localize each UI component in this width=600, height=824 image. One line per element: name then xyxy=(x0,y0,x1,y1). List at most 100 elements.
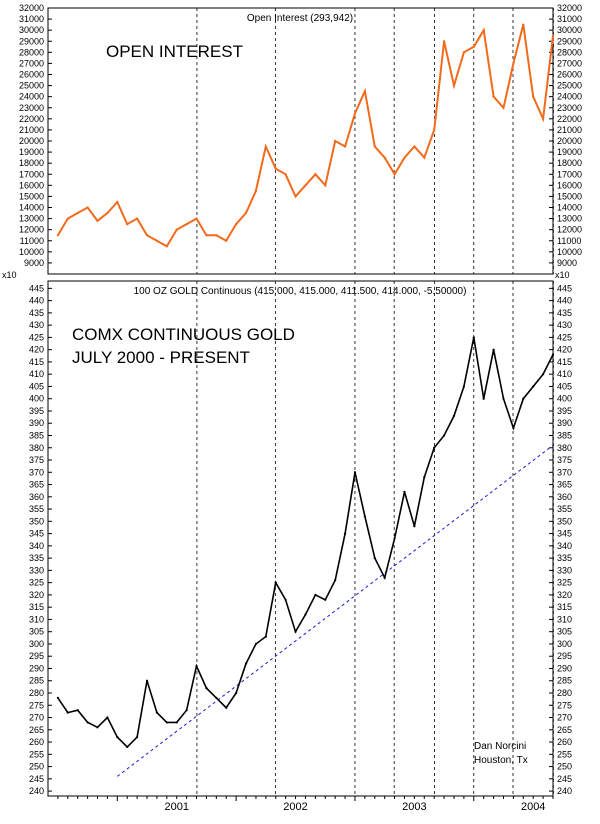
y-tick-label-right: 23000 xyxy=(557,103,582,113)
y-tick-label-right: 350 xyxy=(557,516,572,526)
y-tick-label-left: 16000 xyxy=(19,180,44,190)
y-tick-label-right: 32000 xyxy=(557,3,582,13)
data-point-oi xyxy=(482,29,485,32)
y-tick-label-left: 425 xyxy=(29,332,44,342)
y-tick-label-left: 19000 xyxy=(19,147,44,157)
y-tick-label-left: 250 xyxy=(29,762,44,772)
data-point-oi xyxy=(165,245,168,248)
data-point-oi xyxy=(442,40,446,43)
y-tick-label-left: 17000 xyxy=(19,169,44,179)
y-tick-label-right: 385 xyxy=(557,431,572,441)
y-tick-label-right: 14000 xyxy=(557,203,582,213)
y-tick-label-left: 410 xyxy=(29,369,44,379)
y-tick-label-right: 375 xyxy=(557,455,572,465)
data-point-oi xyxy=(136,217,139,220)
y-tick-label-right: 240 xyxy=(557,786,572,796)
data-point-oi xyxy=(205,234,208,237)
y-tick-label-right: 410 xyxy=(557,369,572,379)
data-point-oi xyxy=(86,206,89,209)
data-point-gold xyxy=(126,745,129,749)
y-tick-label-left: 385 xyxy=(29,431,44,441)
y-tick-label-left: 285 xyxy=(29,676,44,686)
data-point-oi xyxy=(106,211,109,215)
oi-annotation: OPEN INTEREST xyxy=(106,42,243,61)
y-tick-label-left: 430 xyxy=(29,320,44,330)
y-tick-label-right: 13000 xyxy=(557,214,582,224)
y-tick-label-left: 240 xyxy=(29,786,44,796)
y-tick-label-right: 390 xyxy=(557,418,572,428)
y-tick-label-left: 330 xyxy=(29,565,44,575)
y-tick-label-right: 400 xyxy=(557,394,572,404)
data-point-oi xyxy=(264,145,267,148)
data-point-oi xyxy=(126,223,129,226)
y-tick-label-left: 370 xyxy=(29,467,44,477)
y-tick-label-left: 305 xyxy=(29,627,44,637)
y-tick-label-right: 310 xyxy=(557,614,572,624)
data-point-gold xyxy=(235,691,238,695)
y-tick-label-right: 395 xyxy=(557,406,572,416)
data-point-oi xyxy=(433,128,436,132)
y-tick-label-right: 29000 xyxy=(557,36,582,46)
y-tick-label-right: 440 xyxy=(557,296,572,306)
data-point-gold xyxy=(205,686,208,690)
data-point-oi xyxy=(353,112,357,115)
data-point-gold xyxy=(502,397,505,400)
data-point-gold xyxy=(373,557,376,560)
data-point-oi xyxy=(522,23,525,26)
data-point-oi xyxy=(155,239,159,242)
y-tick-label-right: 365 xyxy=(557,480,572,490)
y-tick-label-left: 260 xyxy=(29,737,44,747)
y-tick-label-left: 29000 xyxy=(19,36,44,46)
data-point-gold xyxy=(522,397,525,400)
data-point-gold xyxy=(225,706,228,709)
y-tick-label-right: 16000 xyxy=(557,180,582,190)
y-tick-label-left: 22000 xyxy=(19,114,44,124)
y-tick-label-right: 295 xyxy=(557,651,572,661)
data-point-oi xyxy=(96,219,99,222)
data-point-oi xyxy=(145,234,149,237)
data-point-gold xyxy=(215,696,218,700)
data-point-gold xyxy=(185,709,188,712)
y-tick-label-left: 21000 xyxy=(19,125,44,135)
y-tick-label-right: 275 xyxy=(557,700,572,710)
y-tick-label-right: 300 xyxy=(557,639,572,649)
data-point-oi xyxy=(294,195,297,198)
y-tick-label-left: 255 xyxy=(29,749,44,759)
y-tick-label-right: 335 xyxy=(557,553,572,563)
y-tick-label-left: 290 xyxy=(29,663,44,673)
data-point-gold xyxy=(106,716,109,719)
gold-y-axis: 240 240 245 245 250 250 255 255 260 260 265 265 270 2… xyxy=(29,283,572,796)
y-tick-label-left: 335 xyxy=(29,553,44,563)
y-tick-label-right: 30000 xyxy=(557,25,582,35)
data-point-gold xyxy=(442,434,446,437)
y-tick-label-right: 420 xyxy=(557,345,572,355)
data-point-gold xyxy=(314,593,317,597)
y-tick-label-right: 430 xyxy=(557,320,572,330)
data-point-oi xyxy=(512,62,515,65)
y-tick-label-left: 26000 xyxy=(19,70,44,80)
data-point-oi xyxy=(413,145,416,148)
y-tick-label-right: 280 xyxy=(557,688,572,698)
y-tick-label-left: 340 xyxy=(29,541,44,551)
y-tick-label-right: 250 xyxy=(557,762,572,772)
y-tick-label-left: 360 xyxy=(29,492,44,502)
y-tick-label-right: 12000 xyxy=(557,225,582,235)
data-point-oi xyxy=(304,184,307,187)
y-tick-label-right: 26000 xyxy=(557,70,582,80)
y-tick-label-left: 325 xyxy=(29,578,44,588)
y-tick-label-left: 300 xyxy=(29,639,44,649)
y-tick-label-left: 12000 xyxy=(19,225,44,235)
y-tick-label-left: 375 xyxy=(29,455,44,465)
data-point-gold xyxy=(86,721,89,724)
x-axis: 2001 2002 2003 2004 xyxy=(48,795,554,813)
credit-name: Dan Norcini xyxy=(474,741,526,752)
y-tick-label-right: 290 xyxy=(557,663,572,673)
y-tick-label-left: 405 xyxy=(29,381,44,391)
data-point-gold xyxy=(353,471,357,474)
gold-annotation-line-2: JULY 2000 - PRESENT xyxy=(72,348,250,367)
data-point-gold xyxy=(324,598,327,601)
y-tick-label-right: 445 xyxy=(557,283,572,293)
data-point-oi xyxy=(334,139,337,143)
y-tick-label-left: 445 xyxy=(29,283,44,293)
